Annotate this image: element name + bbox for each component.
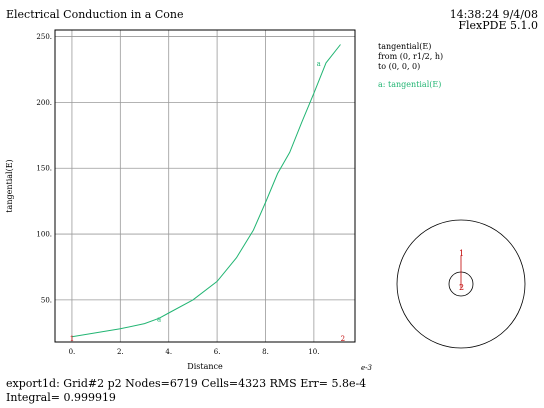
y-tick-label: 150. — [36, 165, 52, 173]
legend: tangential(E) from (0, r1/2, h) to (0, 0… — [378, 42, 443, 90]
x-tick-label: 2. — [117, 348, 124, 356]
x-axis-label: Distance — [187, 362, 223, 371]
integral-value: Integral= 0.999919 — [6, 391, 116, 404]
inset-marker-1: 1 — [459, 249, 464, 258]
x-tick-label: 4. — [165, 348, 172, 356]
x-tick-label: 8. — [262, 348, 269, 356]
point-marker: a — [157, 315, 161, 323]
cone-cross-section-inset: 1 2 — [396, 219, 526, 349]
legend-series-label: a: tangential(E) — [378, 80, 442, 89]
outer-circle — [396, 219, 526, 349]
y-tick-label: 50. — [41, 296, 52, 304]
y-tick-label: 100. — [36, 231, 52, 239]
point-marker: 1 — [70, 335, 74, 343]
grid — [55, 30, 355, 342]
x-tick-label: 0. — [69, 348, 76, 356]
y-axis-label: tangential(E) — [5, 159, 14, 212]
y-tick-label: 250. — [36, 33, 52, 41]
inset-marker-2: 2 — [459, 283, 464, 292]
series-line — [71, 44, 341, 338]
y-tick-label: 200. — [36, 99, 52, 107]
export-info: export1d: Grid#2 p2 Nodes=6719 Cells=432… — [6, 377, 367, 390]
plot-frame — [54, 29, 356, 343]
series-layer: 1 2 a a — [70, 44, 345, 343]
x-scale-label: e-3 — [361, 364, 373, 372]
legend-to: to (0, 0, 0) — [378, 62, 421, 71]
point-marker: 2 — [341, 335, 345, 343]
legend-quantity: tangential(E) — [378, 42, 432, 51]
point-marker: a — [317, 60, 321, 68]
x-tick-label: 6. — [214, 348, 221, 356]
legend-from: from (0, r1/2, h) — [378, 52, 444, 61]
timestamp: 14:38:24 9/4/08 — [449, 8, 538, 21]
plot-title: Electrical Conduction in a Cone — [6, 8, 184, 21]
axis-ticks: 0. 2. 4. 6. 8. 10. 50. 100. 150. 200. 250. — [36, 33, 319, 356]
software-version: FlexPDE 5.1.0 — [458, 19, 538, 32]
x-tick-label: 10. — [308, 348, 319, 356]
